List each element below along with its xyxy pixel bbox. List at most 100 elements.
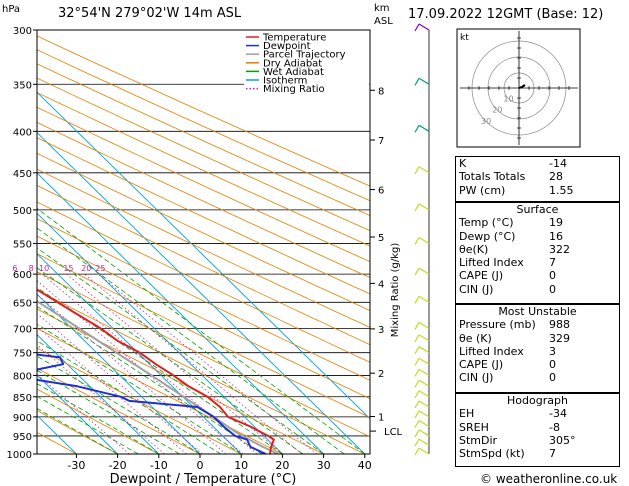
pressure-tick-label: 800 (13, 371, 32, 382)
mu-label: CAPE (J) (459, 358, 504, 372)
plot-frame (36, 29, 371, 455)
axes: 1234681015202530035040045050055060065070… (7, 26, 403, 486)
wet-adiabat-line (37, 355, 201, 454)
index-value: -14 (549, 157, 567, 170)
index-row-pw: PW (cm) 1.55 (456, 184, 619, 197)
wind-barb (418, 447, 430, 455)
dry-adiabat-line (37, 92, 370, 247)
wind-barb (418, 23, 430, 31)
wind-barb-flag (414, 410, 420, 419)
wind-barb-flag (414, 237, 420, 245)
index-label: Totals Totals (459, 170, 526, 184)
mixing-ratio-label: 20 (81, 264, 91, 273)
wind-barb (418, 236, 430, 244)
dry-adiabat-line (37, 106, 370, 263)
dry-adiabat-line (37, 388, 159, 454)
surface-title: Surface (516, 203, 559, 216)
dry-adiabat-line (37, 184, 370, 346)
isotherm-line (37, 293, 201, 454)
dry-adiabat-line (37, 152, 370, 311)
surface-row: θe(K) 322 (456, 243, 619, 256)
pressure-tick-label: 500 (13, 206, 32, 217)
pressure-tick-label: 900 (13, 413, 32, 424)
wind-barb-flag (414, 357, 420, 366)
isotherm-line (37, 212, 283, 454)
index-row-tt: Totals Totals 28 (456, 170, 619, 183)
mu-value: 3 (549, 344, 556, 358)
surface-row: CIN (J) 0 (456, 283, 619, 296)
mu-row: θe (K) 329 (456, 332, 619, 345)
legend-entry: Parcel Trajectory (263, 50, 346, 61)
km-tick-label: 6 (378, 186, 384, 197)
hodo-value: 305° (549, 433, 576, 447)
mu-label: Lifted Index (459, 344, 524, 358)
isotherm-line (37, 131, 366, 454)
isotherm-line (37, 91, 370, 420)
wind-barb (418, 410, 430, 418)
wind-barb (418, 77, 430, 85)
wet-adiabat-line (37, 247, 324, 454)
most-unstable-box (455, 304, 620, 393)
hodo-value: 7 (549, 447, 556, 461)
wind-barb-flag (414, 346, 420, 354)
mu-value: 0 (549, 358, 556, 372)
wind-barb (418, 334, 430, 342)
hodograph-trace (518, 84, 526, 89)
wind-barb-flag (414, 390, 420, 399)
wet-adiabat-line (37, 395, 139, 454)
isotherm-line (37, 333, 160, 454)
surface-row: Dewp (°C) 16 (456, 230, 619, 243)
surface-value: 322 (549, 242, 570, 256)
pressure-tick-label: 850 (13, 393, 32, 404)
wind-barb (418, 368, 430, 376)
wind-barb-flag (414, 295, 420, 304)
lcl-label: LCL (384, 427, 403, 438)
legend-entry: Temperature (262, 33, 326, 44)
wet-adiabat-line (37, 306, 263, 454)
dry-adiabat-line (37, 63, 370, 217)
wind-barb-flag (414, 379, 420, 388)
legend-entry: Wet Adiabat (263, 67, 324, 78)
surface-value: 16 (549, 229, 563, 243)
datetime-label: 17.09.2022 12GMT (Base: 12) (408, 7, 604, 22)
legend-entry: Dewpoint (263, 41, 311, 52)
wet-adiabat-line (37, 408, 118, 454)
mixing-ratio-label: 6 (12, 264, 17, 273)
legend-entry: Dry Adiabat (263, 58, 322, 69)
parcel-trajectory-line (37, 300, 279, 454)
surface-value: 0 (549, 282, 556, 296)
wind-barb-flag (414, 369, 420, 377)
temperature-tick-label: -30 (67, 459, 85, 472)
index-label: K (459, 157, 467, 170)
mixing-ratio-line (37, 344, 165, 454)
dry-adiabat-line (37, 168, 370, 328)
wind-barb-flag (414, 322, 420, 330)
pressure-tick-label: 1000 (7, 450, 32, 461)
mixing-ratio-line (84, 273, 303, 454)
mixing-ratio-label: 15 (63, 264, 73, 273)
wind-barb (418, 357, 430, 365)
pressure-tick-label: 750 (13, 349, 32, 360)
wind-barb (418, 346, 430, 354)
wind-barb (418, 203, 430, 211)
hodo-value: -34 (549, 407, 567, 421)
surface-label: θe(K) (459, 242, 489, 256)
wet-adiabat-line (37, 340, 221, 454)
profile-lines (37, 288, 279, 454)
indices-table: K -14 Totals Totals 28 PW (cm) 1.55 (456, 157, 619, 197)
hodo-label: StmDir (459, 433, 498, 447)
wind-barb-flag (414, 334, 420, 343)
km-tick-label: 3 (378, 325, 384, 336)
pressure-tick-label: 950 (13, 432, 32, 443)
location-label: 32°54'N 279°02'W 14m ASL (58, 6, 242, 21)
pressure-tick-label: 300 (13, 26, 32, 37)
index-row-k: K -14 (456, 157, 619, 170)
legend-background (244, 31, 369, 92)
hodo-label: SREH (459, 420, 489, 434)
mu-value: 329 (549, 331, 570, 345)
legend-entry: Mixing Ratio (263, 84, 325, 95)
pressure-tick-label: 600 (13, 270, 32, 281)
wind-barb-flag (414, 125, 420, 133)
wind-barb (418, 429, 430, 437)
